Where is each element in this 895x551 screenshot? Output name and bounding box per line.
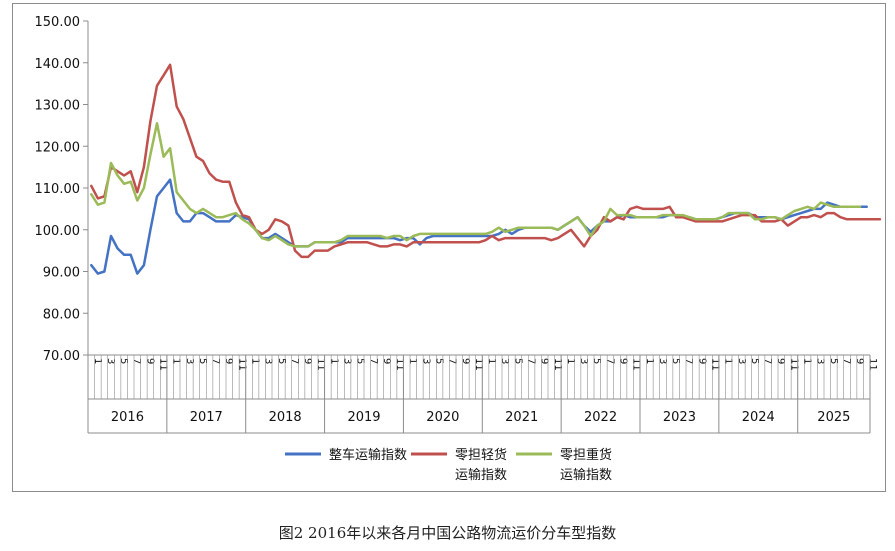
x-tick-label: 5: [670, 358, 681, 364]
x-tick-label: 3: [184, 358, 195, 364]
x-tick-label: 3: [420, 358, 431, 364]
x-tick-label: 9: [381, 358, 392, 364]
x-tick-label: 5: [512, 358, 523, 364]
x-tick-label: 5: [434, 358, 445, 364]
x-year-label: 2018: [269, 410, 302, 425]
x-tick-label: 1: [723, 358, 734, 364]
x-year-label: 2025: [817, 410, 850, 425]
y-tick-label: 80.00: [43, 307, 80, 322]
x-tick-label: 7: [368, 358, 379, 364]
x-tick-label: 11: [710, 358, 721, 371]
y-tick-label: 120.00: [35, 140, 81, 155]
x-tick-label: 9: [854, 358, 865, 364]
x-tick-label: 9: [775, 358, 786, 364]
x-tick-label: 7: [683, 358, 694, 364]
x-tick-label: 1: [565, 358, 576, 364]
x-tick-label: 9: [539, 358, 550, 364]
x-tick-label: 9: [618, 358, 629, 364]
x-year-label: 2023: [663, 410, 696, 425]
x-tick-label: 11: [315, 358, 326, 371]
x-tick-label: 3: [263, 358, 274, 364]
x-tick-label: 11: [631, 358, 642, 371]
x-tick-label: 5: [355, 358, 366, 364]
x-tick-label: 3: [578, 358, 589, 364]
x-tick-label: 1: [486, 358, 497, 364]
x-tick-label: 1: [328, 358, 339, 364]
x-tick-label: 1: [407, 358, 418, 364]
x-tick-label: 1: [171, 358, 182, 364]
x-tick-label: 3: [657, 358, 668, 364]
x-tick-label: 7: [447, 358, 458, 364]
x-tick-label: 9: [696, 358, 707, 364]
line-chart: 70.00 80.00 90.00 100.00 110.00 120.00 130.00 1…: [35, 15, 882, 483]
x-tick-label: 3: [105, 358, 116, 364]
series-line-1: [90, 178, 868, 275]
x-tick-label: 3: [499, 358, 510, 364]
x-tick-label: 3: [342, 358, 353, 364]
x-year-label: 2024: [742, 410, 775, 425]
x-tick-label: 7: [526, 358, 537, 364]
series-line-3: [90, 122, 862, 248]
x-year-label: 2017: [190, 410, 223, 425]
y-tick-label: 110.00: [35, 182, 81, 197]
x-year-label: 2021: [505, 410, 538, 425]
x-tick-label: 3: [815, 358, 826, 364]
x-tick-label: 3: [736, 358, 747, 364]
legend-label: 运输指数: [455, 467, 507, 483]
y-tick-label: 100.00: [35, 224, 81, 239]
legend-label: 零担重货: [560, 447, 612, 463]
x-tick-label: 7: [210, 358, 221, 364]
x-tick-label: 5: [749, 358, 760, 364]
x-tick-label: 7: [762, 358, 773, 364]
x-tick-label: 1: [250, 358, 261, 364]
legend-label: 零担轻货: [455, 447, 507, 463]
x-tick-label: 1: [802, 358, 813, 364]
x-tick-label: 5: [591, 358, 602, 364]
series-line-2: [90, 63, 882, 259]
x-tick-label: 11: [158, 358, 169, 371]
figure-caption: 图2 2016年以来各月中国公路物流运价分车型指数: [278, 524, 617, 542]
y-tick-label: 150.00: [35, 15, 81, 30]
y-tick-label: 140.00: [35, 57, 81, 72]
legend-label: 运输指数: [560, 467, 612, 483]
x-tick-label: 11: [788, 358, 799, 371]
x-tick-label: 7: [841, 358, 852, 364]
x-tick-label: 1: [92, 358, 103, 364]
x-year-label: 2016: [111, 410, 144, 425]
x-tick-label: 7: [131, 358, 142, 364]
y-tick-label: 70.00: [43, 349, 80, 364]
chart-frame: 70.00 80.00 90.00 100.00 110.00 120.00 130.00 1…: [12, 3, 886, 492]
x-year-label: 2022: [584, 410, 617, 425]
legend-label: 整车运输指数: [329, 447, 407, 463]
x-tick-label: 5: [197, 358, 208, 364]
x-tick-label: 11: [394, 358, 405, 371]
x-tick-label: 5: [828, 358, 839, 364]
x-tick-label: 11: [867, 358, 878, 371]
x-tick-label: 1: [644, 358, 655, 364]
y-tick-label: 90.00: [43, 266, 80, 281]
x-year-label: 2020: [426, 410, 459, 425]
x-tick-label: 7: [604, 358, 615, 364]
x-tick-label: 9: [144, 358, 155, 364]
x-year-label: 2019: [347, 410, 380, 425]
x-tick-label: 7: [289, 358, 300, 364]
x-tick-label: 5: [118, 358, 129, 364]
x-tick-label: 9: [223, 358, 234, 364]
x-tick-label: 11: [473, 358, 484, 371]
x-tick-label: 11: [236, 358, 247, 371]
x-tick-label: 9: [460, 358, 471, 364]
y-tick-label: 130.00: [35, 99, 81, 114]
x-tick-label: 9: [302, 358, 313, 364]
x-tick-label: 5: [276, 358, 287, 364]
x-tick-label: 11: [552, 358, 563, 371]
